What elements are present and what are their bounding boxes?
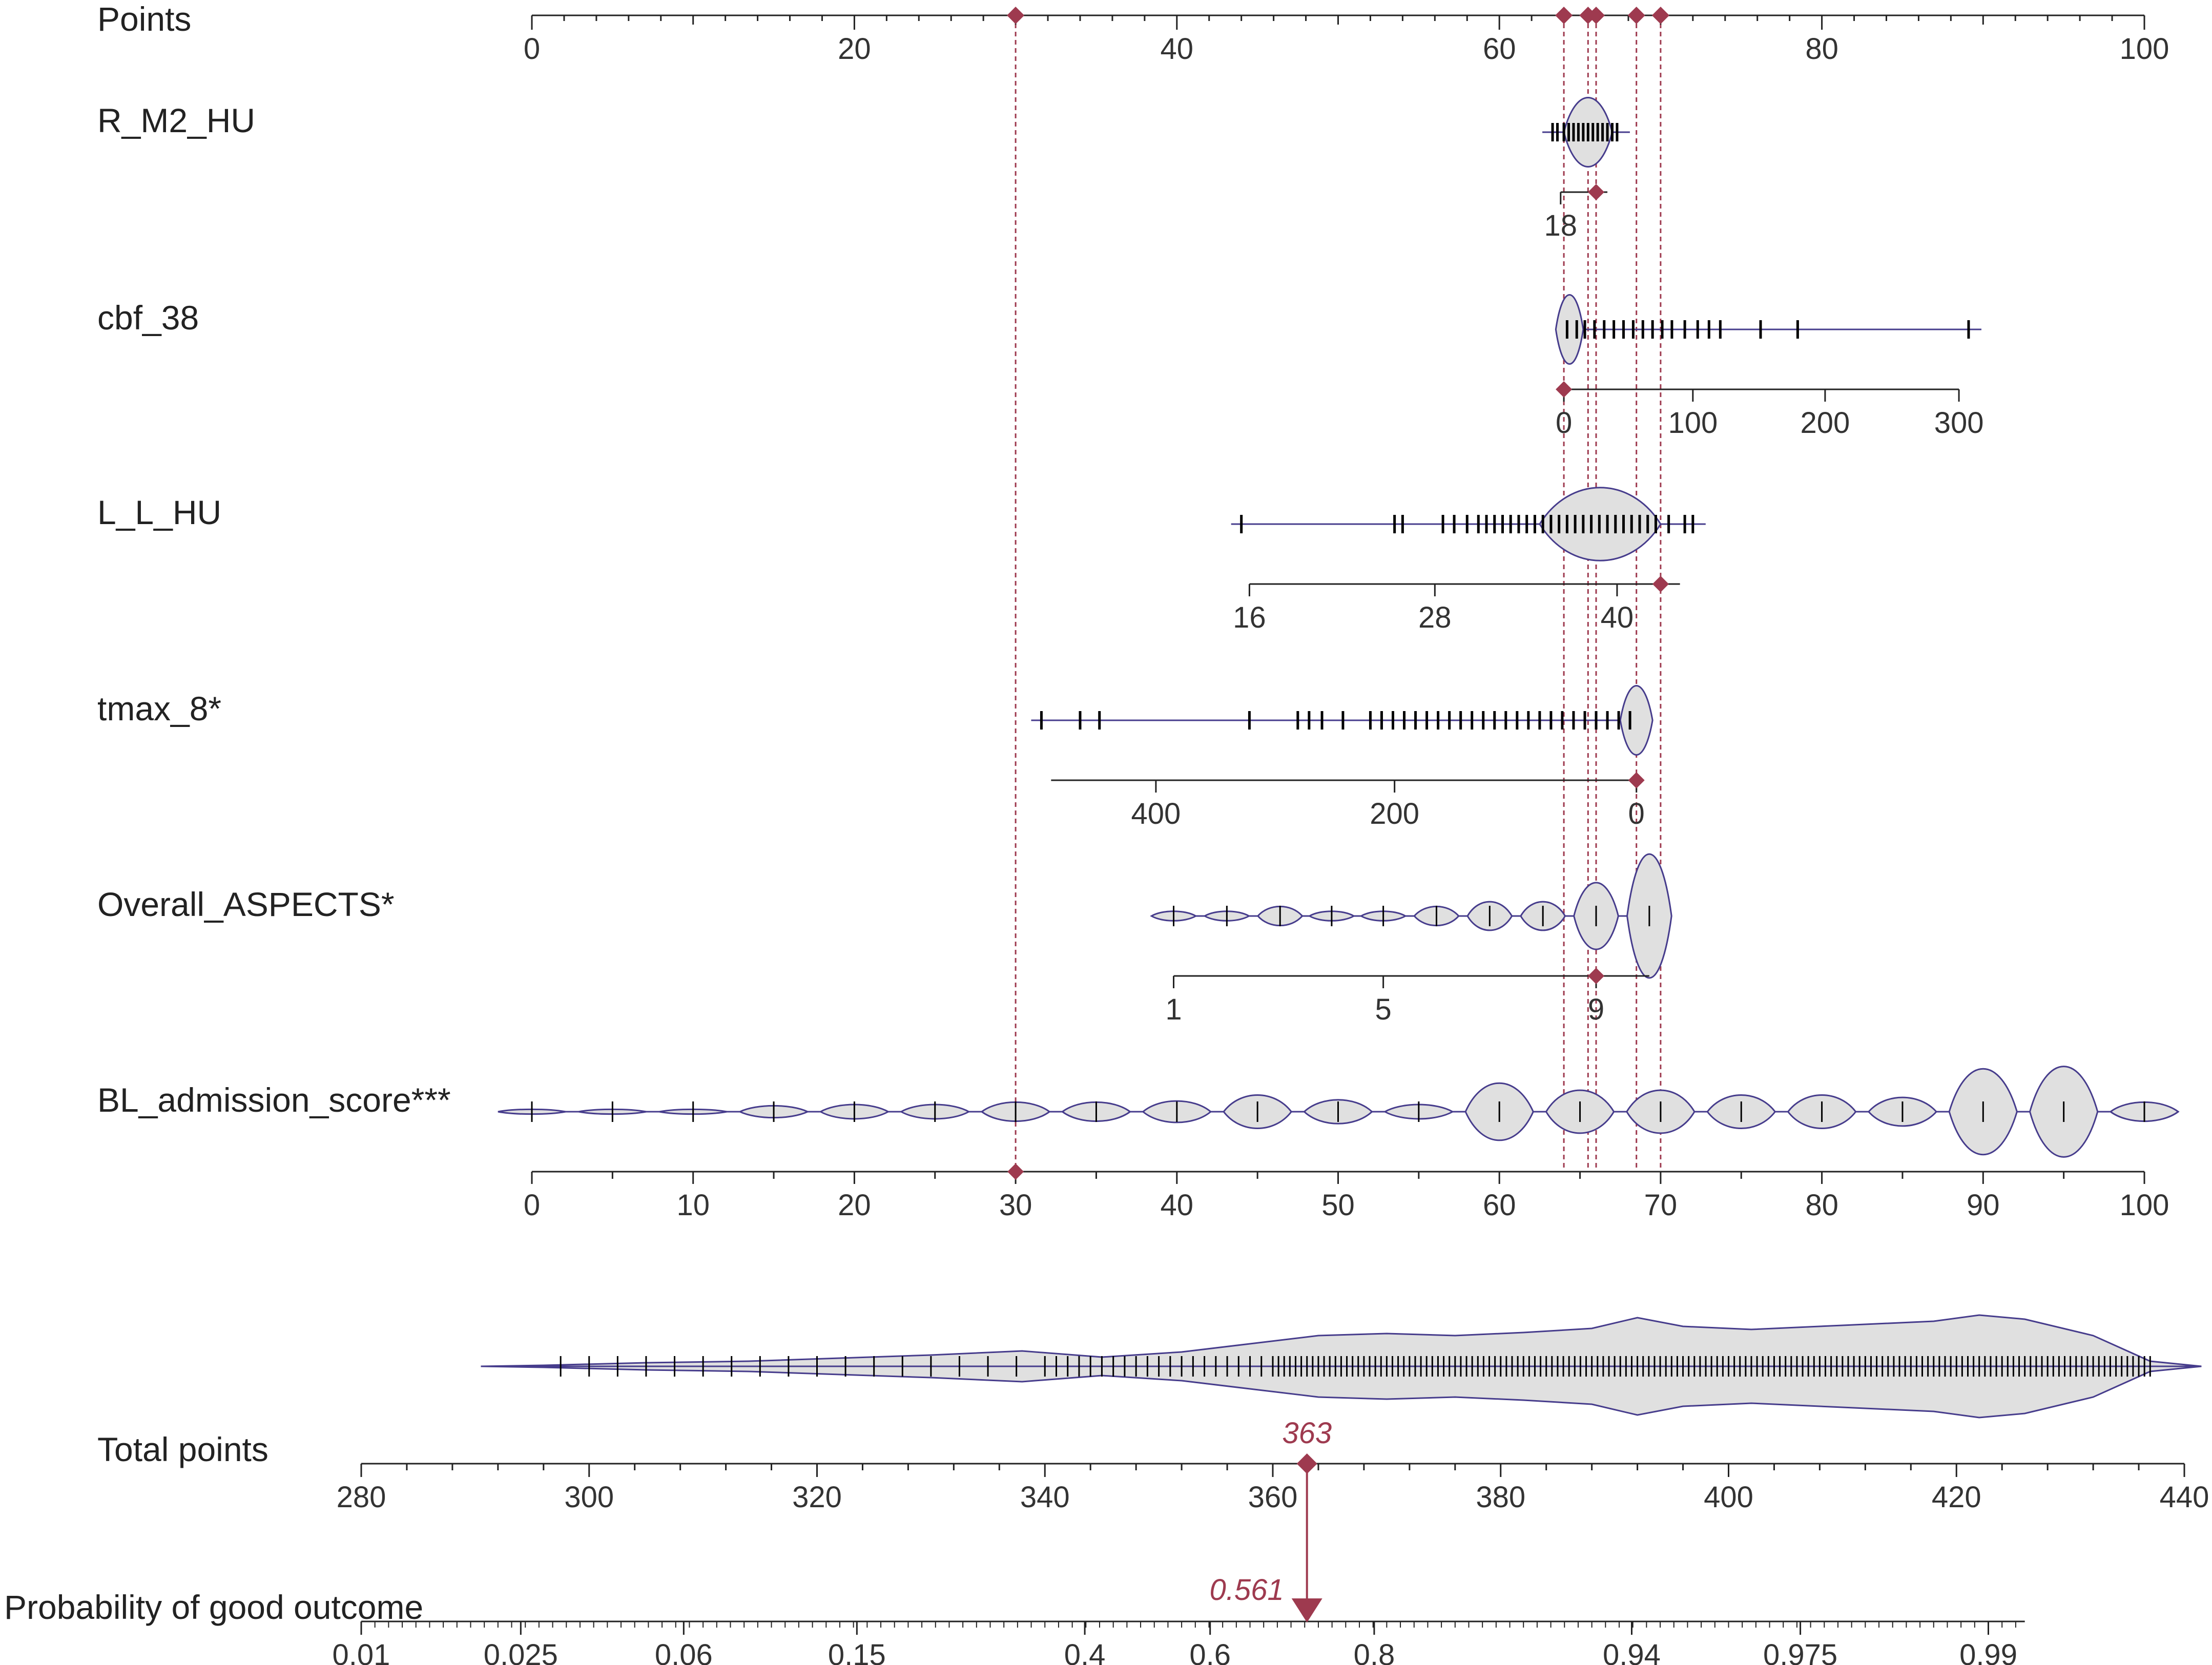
selected-value-marker xyxy=(1556,381,1573,398)
variable-tick-label: 0 xyxy=(1628,797,1645,830)
selected-value-marker xyxy=(1588,184,1605,200)
probability-tick-label: 0.025 xyxy=(484,1638,558,1665)
distribution-violin xyxy=(1555,294,1584,365)
variable-tick-label: 90 xyxy=(1967,1189,2000,1222)
points-tick-label: 100 xyxy=(2120,32,2169,66)
variable-tick-label: 9 xyxy=(1588,993,1604,1026)
variable-tick-label: 80 xyxy=(1805,1189,1838,1222)
variable-label-4: Overall_ASPECTS* xyxy=(97,885,395,923)
probability-value-label: 0.561 xyxy=(1210,1573,1284,1607)
variable-tick-label: 200 xyxy=(1370,797,1419,830)
variable-tick-label: 30 xyxy=(999,1189,1032,1222)
probability-tick-label: 0.4 xyxy=(1064,1638,1106,1665)
variable-tick-label: 200 xyxy=(1801,406,1850,440)
total-tick-label: 440 xyxy=(2160,1481,2209,1514)
points-tick-label: 0 xyxy=(524,32,540,66)
variable-label-2: L_L_HU xyxy=(97,493,221,531)
points-marker xyxy=(1651,7,1669,24)
probability-tick-label: 0.94 xyxy=(1603,1638,1661,1665)
variable-tick-label: 40 xyxy=(1161,1189,1194,1222)
points-scale-label: Points xyxy=(97,0,191,38)
points-tick-label: 80 xyxy=(1805,32,1838,66)
variable-tick-label: 0 xyxy=(1556,406,1572,440)
variable-tick-label: 28 xyxy=(1418,601,1452,634)
variable-label-3: tmax_8* xyxy=(97,690,221,727)
probability-tick-label: 0.99 xyxy=(1959,1638,2017,1665)
total-tick-label: 400 xyxy=(1704,1481,1753,1514)
variable-tick-label: 5 xyxy=(1375,993,1391,1026)
variable-tick-label: 100 xyxy=(1668,406,1718,440)
variable-label-1: cbf_38 xyxy=(97,299,199,337)
probability-label: Probability of good outcome xyxy=(4,1588,423,1626)
variable-label-0: R_M2_HU xyxy=(97,101,255,139)
variable-tick-label: 60 xyxy=(1483,1189,1516,1222)
variable-tick-label: 400 xyxy=(1131,797,1181,830)
probability-tick-label: 0.975 xyxy=(1763,1638,1837,1665)
variable-tick-label: 0 xyxy=(524,1189,540,1222)
variable-tick-label: 10 xyxy=(676,1189,710,1222)
distribution-violin xyxy=(1619,685,1653,756)
total-tick-label: 420 xyxy=(1932,1481,1981,1514)
probability-tick-label: 0.15 xyxy=(828,1638,886,1665)
variable-tick-label: 40 xyxy=(1601,601,1634,634)
guide-lines-layer xyxy=(1015,15,1662,1172)
plot-layer xyxy=(360,7,2202,1635)
selected-value-marker xyxy=(1628,772,1645,788)
variable-tick-label: 1 xyxy=(1165,993,1182,1026)
total-tick-label: 300 xyxy=(564,1481,614,1514)
total-tick-label: 380 xyxy=(1476,1481,1525,1514)
variable-tick-label: 16 xyxy=(1233,601,1266,634)
total-tick-label: 320 xyxy=(792,1481,842,1514)
selected-value-marker xyxy=(1007,1163,1024,1180)
probability-arrow-marker xyxy=(1291,1598,1322,1622)
variable-tick-label: 18 xyxy=(1544,209,1578,242)
probability-tick-label: 0.8 xyxy=(1354,1638,1395,1665)
total-points-value-label: 363 xyxy=(1282,1417,1332,1450)
selected-value-marker xyxy=(1588,968,1605,984)
points-tick-label: 60 xyxy=(1483,32,1516,66)
points-tick-label: 40 xyxy=(1161,32,1194,66)
points-marker xyxy=(1555,7,1573,24)
variable-tick-label: 300 xyxy=(1934,406,1984,440)
total-tick-label: 360 xyxy=(1248,1481,1298,1514)
points-marker xyxy=(1627,7,1645,24)
probability-tick-label: 0.01 xyxy=(333,1638,390,1665)
total-tick-label: 280 xyxy=(337,1481,386,1514)
total-points-label: Total points xyxy=(97,1430,268,1468)
variable-tick-label: 20 xyxy=(838,1189,871,1222)
variable-label-5: BL_admission_score*** xyxy=(97,1081,451,1119)
points-tick-label: 20 xyxy=(838,32,871,66)
probability-tick-label: 0.6 xyxy=(1189,1638,1231,1665)
total-tick-label: 340 xyxy=(1020,1481,1070,1514)
variable-tick-label: 50 xyxy=(1321,1189,1355,1222)
probability-tick-label: 0.06 xyxy=(655,1638,713,1665)
points-marker xyxy=(1007,7,1025,24)
points-marker xyxy=(1587,7,1605,24)
variable-tick-label: 70 xyxy=(1644,1189,1678,1222)
selected-value-marker xyxy=(1652,576,1669,592)
variable-tick-label: 100 xyxy=(2120,1189,2169,1222)
